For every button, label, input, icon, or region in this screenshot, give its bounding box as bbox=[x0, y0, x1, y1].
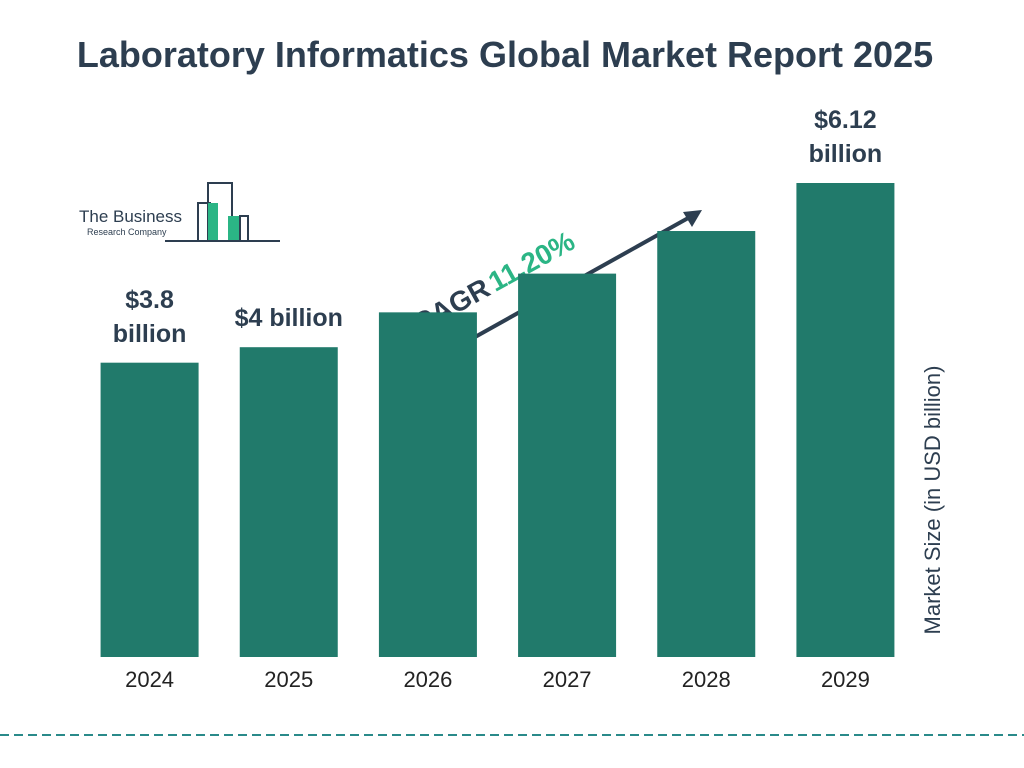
logo-shape bbox=[165, 215, 280, 242]
logo-text: The Business bbox=[79, 207, 182, 226]
bar bbox=[100, 362, 199, 657]
cagr-arrowhead bbox=[683, 210, 702, 227]
chart-title: Laboratory Informatics Global Market Rep… bbox=[76, 34, 934, 75]
value-label: $6.12 billion bbox=[808, 106, 883, 168]
y-axis-label: Market Size (in USD billion) bbox=[920, 366, 945, 635]
x-tick-label: 2029 bbox=[821, 667, 870, 692]
bar bbox=[239, 347, 338, 657]
x-tick-label: 2024 bbox=[125, 667, 174, 692]
bar bbox=[796, 183, 895, 657]
value-label: $4 billion bbox=[234, 304, 343, 333]
logo-shape bbox=[228, 216, 240, 241]
bar bbox=[657, 231, 756, 658]
x-tick-label: 2028 bbox=[682, 667, 731, 692]
value-label: $3.8 billion bbox=[112, 285, 187, 348]
logo-shape bbox=[208, 203, 218, 241]
x-tick-label: 2027 bbox=[543, 667, 592, 692]
logo: The Business Research Company bbox=[79, 182, 280, 242]
x-tick-label: 2026 bbox=[403, 667, 452, 692]
x-tick-label: 2025 bbox=[264, 667, 313, 692]
bar bbox=[518, 273, 617, 657]
logo-subtext: Research Company bbox=[87, 227, 167, 237]
bar bbox=[378, 312, 477, 657]
